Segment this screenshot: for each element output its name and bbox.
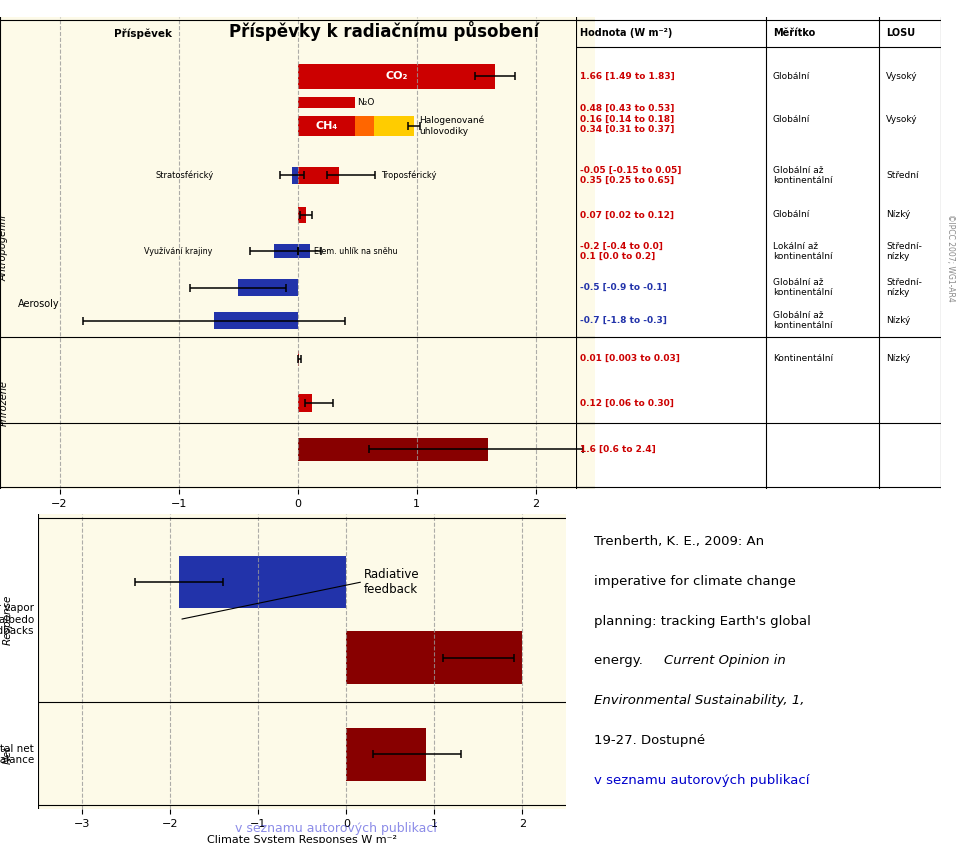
Text: Antropogenní: Antropogenní [0,215,9,281]
Text: Hodnota (W m⁻²): Hodnota (W m⁻²) [580,29,672,39]
Text: LOSU: LOSU [886,29,915,39]
Text: Globální: Globální [773,211,810,219]
Text: v seznamu autorových publikací: v seznamu autorových publikací [235,822,437,835]
Text: 19-27. Dostupné: 19-27. Dostupné [594,734,706,747]
Text: 0.07 [0.02 to 0.12]: 0.07 [0.02 to 0.12] [580,211,674,219]
Text: Trenberth, K. E., 2009: An: Trenberth, K. E., 2009: An [594,535,764,548]
Text: Stratosférický: Stratosférický [156,170,214,180]
Text: imperative for climate change: imperative for climate change [594,575,796,588]
Text: N₂O: N₂O [357,98,374,107]
Text: CO₂: CO₂ [385,72,408,81]
FancyBboxPatch shape [298,352,299,366]
FancyBboxPatch shape [347,728,425,781]
Text: Halogenované
uhlovodiky: Halogenované uhlovodiky [419,115,484,136]
Text: -0.7 [-1.8 to -0.3]: -0.7 [-1.8 to -0.3] [580,316,666,325]
Text: Lokální až
kontinentální: Lokální až kontinentální [773,242,832,261]
Text: Příspěvek: Příspěvek [114,28,172,39]
Text: 1.66 [1.49 to 1.83]: 1.66 [1.49 to 1.83] [580,72,674,81]
Text: Střední-
nízky: Střední- nízky [886,278,922,298]
FancyBboxPatch shape [274,244,298,258]
FancyBboxPatch shape [180,556,347,608]
FancyBboxPatch shape [238,279,298,296]
Text: Globální: Globální [773,115,810,124]
Text: Water vapor
Ice-albedo
feedbacks: Water vapor Ice-albedo feedbacks [0,603,34,636]
Text: 0.12 [0.06 to 0.30]: 0.12 [0.06 to 0.30] [580,399,674,408]
Text: Nízký: Nízký [886,316,910,325]
Text: Elem. uhlík na sněhu: Elem. uhlík na sněhu [314,247,397,255]
FancyBboxPatch shape [298,207,306,223]
Text: -0.5 [-0.9 to -0.1]: -0.5 [-0.9 to -0.1] [580,283,666,292]
Text: Měřítko: Měřítko [773,29,815,39]
FancyBboxPatch shape [298,64,495,89]
Text: Globální: Globální [773,72,810,81]
FancyBboxPatch shape [298,167,339,184]
Text: Střední-
nízky: Střední- nízky [886,242,922,261]
Text: Aerosoly: Aerosoly [18,299,60,309]
Text: Nízký: Nízký [886,211,910,219]
Text: v seznamu autorových publikací: v seznamu autorových publikací [594,774,809,787]
FancyBboxPatch shape [214,312,298,329]
Text: Globální až
kontinentální: Globální až kontinentální [773,278,832,298]
Text: Využívání krajiny: Využívání krajiny [143,247,212,255]
Text: CH₄: CH₄ [315,121,337,131]
Text: planning: tracking Earth's global: planning: tracking Earth's global [594,615,811,627]
X-axis label: Climate System Responses W m⁻²: Climate System Responses W m⁻² [207,835,397,843]
Text: Přirozené: Přirozené [0,380,9,426]
Text: Response: Response [3,594,12,645]
Text: Kontinentální: Kontinentální [773,354,833,363]
Text: Net: Net [3,745,12,764]
Text: Střední: Střední [886,171,919,180]
Text: Total net
imbalance: Total net imbalance [0,744,34,765]
FancyBboxPatch shape [373,115,415,136]
Text: Globální až
kontinentální: Globální až kontinentální [773,165,832,185]
FancyBboxPatch shape [298,394,312,412]
Text: -0.05 [-0.15 to 0.05]
0.35 [0.25 to 0.65]: -0.05 [-0.15 to 0.05] 0.35 [0.25 to 0.65… [580,165,681,185]
FancyBboxPatch shape [355,115,373,136]
Text: Vysoký: Vysoký [886,115,918,124]
Text: Troposférický: Troposférický [381,170,437,180]
FancyBboxPatch shape [292,167,298,184]
X-axis label: Radiační působení (W m⁻²): Radiační působení (W m⁻²) [223,514,372,525]
FancyBboxPatch shape [298,438,488,461]
Text: 0.01 [0.003 to 0.03]: 0.01 [0.003 to 0.03] [580,354,680,363]
Text: Radiative
feedback: Radiative feedback [364,567,420,596]
FancyBboxPatch shape [298,244,309,258]
Text: 0.48 [0.43 to 0.53]
0.16 [0.14 to 0.18]
0.34 [0.31 to 0.37]: 0.48 [0.43 to 0.53] 0.16 [0.14 to 0.18] … [580,105,674,134]
Text: 1.6 [0.6 to 2.4]: 1.6 [0.6 to 2.4] [580,445,656,454]
Text: ©IPCC 2007; WG1-AR4: ©IPCC 2007; WG1-AR4 [947,214,955,302]
Text: energy.: energy. [594,654,647,668]
Text: -0.2 [-0.4 to 0.0]
0.1 [0.0 to 0.2]: -0.2 [-0.4 to 0.0] 0.1 [0.0 to 0.2] [580,242,662,261]
Text: Nízký: Nízký [886,354,910,363]
Text: Current Opinion in: Current Opinion in [663,654,785,668]
Text: Globální až
kontinentální: Globální až kontinentální [773,311,832,330]
FancyBboxPatch shape [298,98,355,108]
FancyBboxPatch shape [298,115,355,136]
FancyBboxPatch shape [347,631,522,684]
Text: Environmental Sustainability, 1,: Environmental Sustainability, 1, [594,695,804,707]
Text: Příspěvky k radiačnímu působení: Příspěvky k radiačnímu působení [228,21,540,41]
Text: Vysoký: Vysoký [886,72,918,81]
